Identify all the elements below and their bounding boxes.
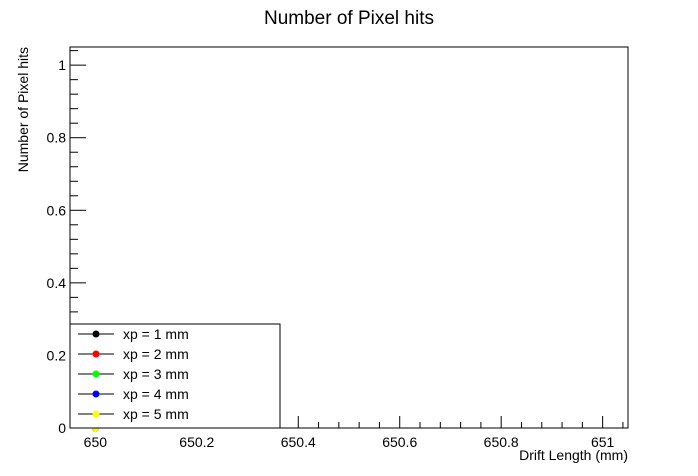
y-tick-label: 0.8 bbox=[47, 130, 67, 146]
x-tick-label: 650.2 bbox=[179, 434, 214, 450]
plot-area bbox=[69, 46, 629, 429]
legend-box bbox=[69, 323, 281, 429]
legend-marker bbox=[92, 370, 100, 378]
legend-marker bbox=[92, 330, 100, 338]
legend-entry: xp = 4 mm bbox=[78, 386, 189, 402]
y-tick-label: 0.2 bbox=[47, 347, 67, 363]
legend: xp = 1 mm xp = 2 mm xp = 3 mm xp = 4 mm xp =… bbox=[69, 323, 281, 429]
x-tick-label: 650.8 bbox=[484, 434, 519, 450]
y-tick-label: 0.6 bbox=[47, 202, 67, 218]
x-axis: 650 650.2 650.4 650.6 650.8 651 bbox=[74, 416, 624, 450]
x-axis-label: Drift Length (mm) bbox=[519, 447, 628, 463]
plot-frame bbox=[69, 46, 629, 429]
x-tick-label: 651 bbox=[591, 434, 615, 450]
chart-title: Number of Pixel hits bbox=[264, 8, 434, 29]
legend-label: xp = 5 mm bbox=[123, 406, 189, 422]
legend-entry: xp = 5 mm bbox=[78, 406, 189, 422]
legend-entry: xp = 1 mm bbox=[78, 326, 189, 342]
legend-label: xp = 4 mm bbox=[123, 386, 189, 402]
legend-label: xp = 1 mm bbox=[123, 326, 189, 342]
legend-entry: xp = 3 mm bbox=[78, 366, 189, 382]
x-tick-label: 650.4 bbox=[281, 434, 316, 450]
x-tick-label: 650.6 bbox=[382, 434, 417, 450]
legend-label: xp = 3 mm bbox=[123, 366, 189, 382]
legend-entry: xp = 2 mm bbox=[78, 346, 189, 362]
y-axis-label: Number of Pixel hits bbox=[15, 47, 31, 172]
y-tick-label: 0.4 bbox=[47, 275, 67, 291]
legend-marker bbox=[92, 390, 100, 398]
legend-label: xp = 2 mm bbox=[123, 346, 189, 362]
y-tick-label: 0 bbox=[58, 420, 66, 436]
x-tick-label: 650 bbox=[84, 434, 108, 450]
y-tick-label: 1 bbox=[58, 57, 66, 73]
legend-marker bbox=[92, 410, 100, 418]
legend-marker bbox=[92, 350, 100, 358]
